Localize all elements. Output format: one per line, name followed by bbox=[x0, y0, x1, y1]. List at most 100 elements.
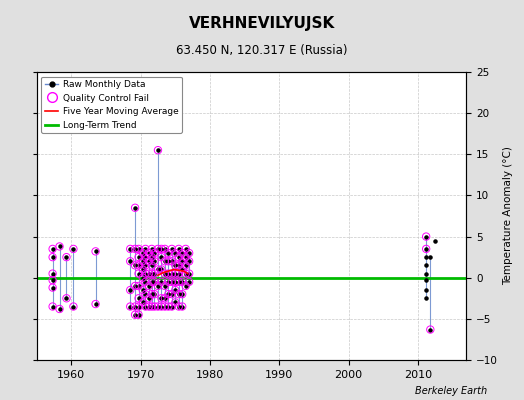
Point bbox=[185, 258, 193, 264]
Point bbox=[145, 283, 153, 289]
Point bbox=[56, 306, 64, 312]
Point bbox=[131, 262, 139, 268]
Point bbox=[157, 266, 166, 273]
Point bbox=[174, 254, 183, 260]
Point bbox=[164, 279, 172, 285]
Point bbox=[145, 303, 153, 310]
Point bbox=[164, 250, 172, 256]
Point bbox=[145, 270, 153, 277]
Point bbox=[161, 303, 169, 310]
Point bbox=[178, 303, 187, 310]
Point bbox=[145, 250, 153, 256]
Point bbox=[161, 258, 169, 264]
Point bbox=[168, 246, 176, 252]
Point bbox=[148, 254, 156, 260]
Point bbox=[56, 243, 64, 250]
Point bbox=[138, 266, 147, 273]
Point bbox=[131, 283, 139, 289]
Point bbox=[134, 303, 143, 310]
Point bbox=[168, 258, 176, 264]
Point bbox=[141, 279, 150, 285]
Point bbox=[148, 262, 156, 268]
Point bbox=[134, 283, 143, 289]
Point bbox=[171, 279, 180, 285]
Point bbox=[131, 246, 139, 252]
Point bbox=[154, 147, 162, 153]
Point bbox=[168, 270, 176, 277]
Point bbox=[126, 258, 135, 264]
Point bbox=[91, 248, 100, 254]
Point bbox=[178, 279, 187, 285]
Point bbox=[174, 262, 183, 268]
Point bbox=[141, 262, 150, 268]
Point bbox=[145, 250, 153, 256]
Point bbox=[145, 295, 153, 302]
Point bbox=[131, 283, 139, 289]
Point bbox=[145, 270, 153, 277]
Point bbox=[426, 326, 434, 333]
Point bbox=[138, 274, 147, 281]
Point bbox=[154, 303, 162, 310]
Point bbox=[171, 262, 180, 268]
Point bbox=[91, 301, 100, 307]
Point bbox=[150, 258, 159, 264]
Point bbox=[174, 291, 183, 297]
Point bbox=[148, 291, 156, 297]
Point bbox=[178, 279, 187, 285]
Point bbox=[148, 279, 156, 285]
Point bbox=[174, 254, 183, 260]
Point bbox=[154, 147, 162, 153]
Point bbox=[134, 246, 143, 252]
Point bbox=[138, 274, 147, 281]
Point bbox=[171, 287, 180, 293]
Point bbox=[131, 312, 139, 318]
Point bbox=[138, 258, 147, 264]
Point bbox=[164, 303, 172, 310]
Point bbox=[174, 291, 183, 297]
Point bbox=[69, 303, 78, 310]
Point bbox=[154, 283, 162, 289]
Point bbox=[148, 303, 156, 310]
Point bbox=[48, 254, 57, 260]
Point bbox=[141, 291, 150, 297]
Point bbox=[126, 246, 135, 252]
Point bbox=[48, 277, 57, 283]
Point bbox=[161, 295, 169, 302]
Point bbox=[164, 270, 172, 277]
Point bbox=[141, 270, 150, 277]
Point bbox=[174, 279, 183, 285]
Point bbox=[174, 246, 183, 252]
Point bbox=[134, 254, 143, 260]
Point bbox=[131, 262, 139, 268]
Point bbox=[148, 303, 156, 310]
Point bbox=[178, 291, 187, 297]
Point bbox=[174, 303, 183, 310]
Point bbox=[150, 258, 159, 264]
Point bbox=[91, 301, 100, 307]
Point bbox=[131, 204, 139, 211]
Point bbox=[161, 283, 169, 289]
Point bbox=[154, 246, 162, 252]
Point bbox=[154, 266, 162, 273]
Point bbox=[178, 291, 187, 297]
Point bbox=[141, 246, 150, 252]
Point bbox=[145, 258, 153, 264]
Point bbox=[164, 291, 172, 297]
Point bbox=[171, 287, 180, 293]
Point bbox=[185, 270, 193, 277]
Point bbox=[145, 303, 153, 310]
Point bbox=[48, 246, 57, 252]
Point bbox=[131, 204, 139, 211]
Text: VERHNEVILYUJSK: VERHNEVILYUJSK bbox=[189, 16, 335, 31]
Point bbox=[181, 262, 190, 268]
Point bbox=[134, 270, 143, 277]
Point bbox=[168, 246, 176, 252]
Point bbox=[134, 283, 143, 289]
Point bbox=[171, 270, 180, 277]
Point bbox=[126, 246, 135, 252]
Point bbox=[422, 233, 430, 240]
Point bbox=[178, 250, 187, 256]
Point bbox=[181, 270, 190, 277]
Point bbox=[138, 266, 147, 273]
Point bbox=[126, 303, 135, 310]
